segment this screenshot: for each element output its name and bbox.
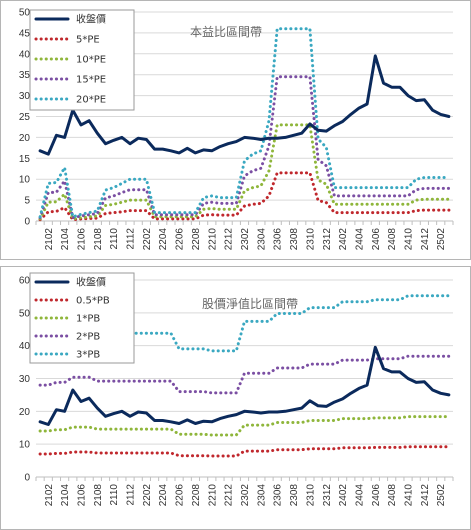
y-tick-label: 30 — [19, 374, 31, 385]
x-tick-label: 2312 — [322, 484, 333, 507]
y-tick-label: 5 — [24, 196, 30, 207]
x-tick-label: 2110 — [109, 484, 120, 506]
x-tick-label: 2410 — [404, 484, 415, 507]
y-tick-label: 60 — [19, 276, 31, 287]
series-line-1 — [38, 171, 451, 222]
y-tick-label: 0 — [24, 217, 30, 228]
x-tick-label: 2502 — [436, 484, 447, 507]
legend-label: 收盤價 — [76, 13, 106, 26]
y-tick-label: 10 — [19, 175, 31, 186]
series-line-3 — [38, 75, 451, 220]
pe-band-chart: 0 5 10 15 20 25 30 35 40 45 50 2102 2104 2106 2108 2110… — [19, 8, 454, 251]
x-tick-label: 2404 — [354, 484, 365, 507]
x-tick-label: 2204 — [158, 228, 169, 251]
legend-label: 5*PE — [76, 35, 100, 46]
x-tick-label: 2302 — [240, 228, 251, 251]
x-tick-label: 2210 — [207, 484, 218, 507]
pb-band-chart: 0 10 20 30 40 50 60 2102 2104 2106 2108 2110 2112 220… — [19, 272, 454, 507]
x-tick-label: 2102 — [44, 484, 55, 507]
x-tick-label: 2108 — [93, 228, 104, 251]
y-tick-label: 50 — [19, 308, 31, 319]
y-tick-label: 35 — [19, 70, 31, 81]
y-tick-label: 45 — [19, 28, 31, 39]
x-tick-label: 2308 — [289, 484, 300, 507]
x-tick-label: 2210 — [207, 228, 218, 251]
series-line-1 — [38, 445, 451, 458]
legend-label: 1*PB — [76, 314, 100, 325]
x-tick-label: 2502 — [436, 228, 447, 251]
x-tick-label: 2104 — [60, 484, 71, 507]
x-tick-label: 2410 — [404, 228, 415, 251]
series-line-4 — [38, 27, 451, 219]
pb-chart-title: 股價淨值比區間帶 — [202, 296, 298, 311]
series-line-0 — [38, 54, 451, 156]
x-tick-label: 2310 — [305, 228, 316, 251]
y-tick-label: 10 — [19, 440, 31, 451]
y-tick-label: 15 — [19, 154, 31, 165]
x-tick-label: 2212 — [224, 484, 235, 507]
x-tick-label: 2304 — [256, 484, 267, 507]
y-tick-label: 30 — [19, 91, 31, 102]
legend-label: 15*PE — [76, 75, 106, 86]
x-tick-label: 2104 — [60, 228, 71, 251]
legend-label: 10*PE — [76, 55, 106, 66]
x-tick-label: 2206 — [175, 484, 186, 507]
legend-label: 3*PB — [76, 350, 100, 361]
x-tick-label: 2406 — [371, 484, 382, 507]
x-tick-label: 2404 — [354, 228, 365, 251]
legend-label: 0.5*PB — [76, 296, 110, 307]
y-tick-label: 25 — [19, 112, 31, 123]
x-tick-label: 2302 — [240, 484, 251, 507]
x-tick-label: 2108 — [93, 484, 104, 507]
legend-label: 20*PE — [76, 95, 106, 106]
x-tick-label: 2202 — [142, 484, 153, 507]
x-tick-label: 2206 — [175, 228, 186, 251]
y-tick-label: 0 — [24, 473, 30, 484]
legend-label: 收盤價 — [76, 276, 106, 289]
x-tick-label: 2208 — [191, 484, 202, 507]
legend-label: 2*PB — [76, 332, 100, 343]
x-tick-label: 2412 — [420, 228, 431, 251]
x-tick-label: 2304 — [256, 228, 267, 251]
series-line-0 — [38, 345, 451, 426]
x-tick-label: 2112 — [126, 228, 137, 250]
x-tick-label: 2112 — [126, 484, 137, 506]
x-tick-label: 2312 — [322, 228, 333, 251]
x-tick-label: 2110 — [109, 228, 120, 250]
y-tick-label: 50 — [19, 8, 31, 19]
pe-chart-title: 本益比區間帶 — [190, 25, 262, 39]
x-tick-label: 2102 — [44, 228, 55, 251]
y-tick-label: 40 — [19, 341, 31, 352]
x-tick-label: 2402 — [338, 484, 349, 507]
x-tick-label: 2106 — [76, 228, 87, 251]
y-tick-label: 20 — [19, 133, 31, 144]
x-tick-label: 2402 — [338, 228, 349, 251]
y-tick-label: 40 — [19, 49, 31, 60]
x-tick-label: 2212 — [224, 228, 235, 251]
x-tick-label: 2406 — [371, 228, 382, 251]
x-tick-label: 2412 — [420, 484, 431, 507]
x-tick-label: 2310 — [305, 484, 316, 507]
x-tick-label: 2202 — [142, 228, 153, 251]
x-tick-label: 2306 — [273, 228, 284, 251]
y-tick-label: 20 — [19, 407, 31, 418]
x-tick-label: 2208 — [191, 228, 202, 251]
x-tick-label: 2408 — [387, 228, 398, 251]
x-tick-label: 2308 — [289, 228, 300, 251]
x-tick-label: 2204 — [158, 484, 169, 507]
x-tick-label: 2408 — [387, 484, 398, 507]
series-line-3 — [38, 354, 451, 395]
x-tick-label: 2106 — [76, 484, 87, 507]
x-tick-label: 2306 — [273, 484, 284, 507]
